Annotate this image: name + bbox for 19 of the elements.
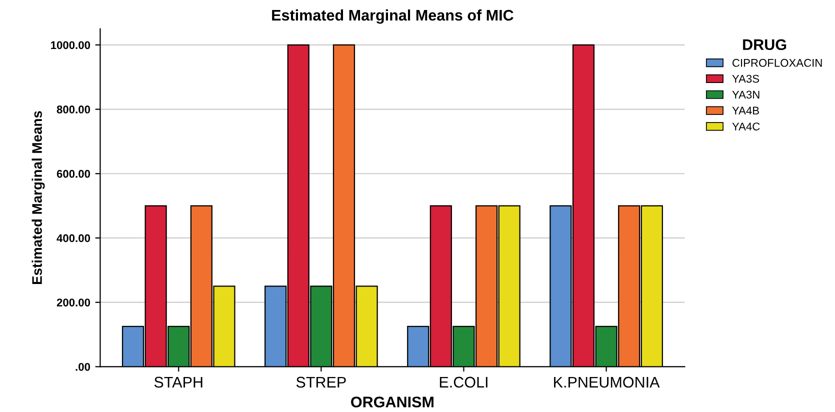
legend-label: CIPROFLOXACIN [732, 58, 822, 67]
y-axis-title: Estimated Marginal Means [32, 111, 45, 284]
y-tick-label: 600.00 [56, 170, 90, 178]
x-axis-title: ORGANISM [351, 396, 434, 408]
legend-label: YA3N [732, 90, 760, 99]
y-tick-label: 400.00 [56, 234, 90, 242]
x-tick-label: STREP [296, 376, 346, 388]
y-tick-label: 1000.00 [51, 41, 90, 50]
y-tick-label: 200.00 [56, 298, 90, 306]
legend-label: YA4B [732, 106, 759, 114]
legend-label: YA3S [732, 74, 760, 83]
legend-title: DRUG [743, 39, 786, 50]
x-tick-label: K.PNEUMONIA [554, 376, 660, 388]
chart-title: Estimated Marginal Means of MIC [272, 9, 514, 24]
y-tick-label: 800.00 [56, 106, 90, 114]
x-tick-label: E.COLI [440, 376, 488, 388]
y-tick-label: .00 [76, 362, 90, 371]
legend-label: YA4C [732, 122, 760, 130]
x-tick-label: STAPH [154, 376, 202, 388]
